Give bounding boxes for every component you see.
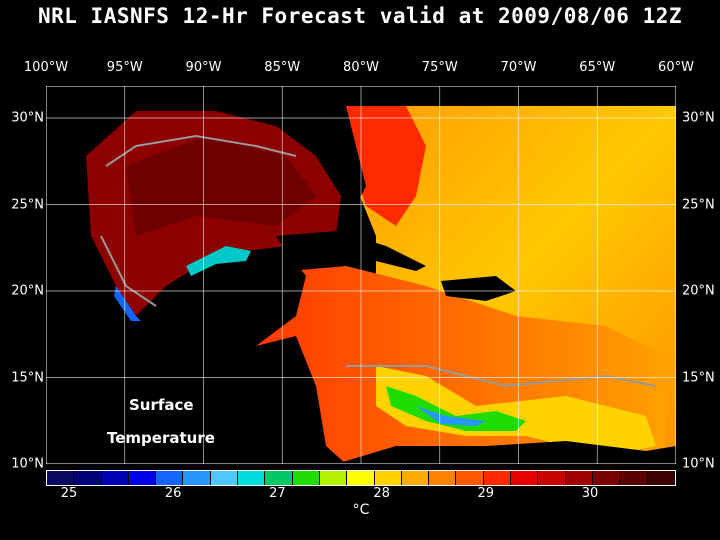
color-bar-swatch [183, 471, 211, 485]
color-bar-swatch [74, 471, 102, 485]
latitude-label-left: 15°N [11, 370, 44, 385]
color-bar-tick: 26 [164, 486, 182, 501]
color-bar-swatch [156, 471, 184, 485]
color-bar-swatch [401, 471, 430, 485]
color-bar [46, 470, 676, 486]
caribbean-upwelling [376, 366, 656, 456]
latitude-label-right: 10°N [682, 456, 715, 472]
longitude-label: 80°W [343, 60, 379, 75]
color-bar-swatch [592, 471, 621, 485]
map-title: NRL IASNFS 12-Hr Forecast valid at 2009/… [37, 4, 682, 28]
longitude-label: 75°W [421, 60, 458, 75]
yucatan-cool-strip [186, 246, 251, 276]
longitude-label: 65°W [579, 60, 616, 75]
gulf-inner [126, 136, 316, 236]
lat-lon-grid [46, 86, 676, 464]
shelf-contour [100, 134, 297, 307]
upwelling-cold [416, 406, 486, 426]
longitude-label: 95°W [106, 60, 143, 75]
color-bar-swatch [429, 471, 457, 485]
latitude-label-left: 25°N [11, 197, 44, 212]
color-bar-swatch [456, 471, 484, 485]
color-bar-tick: 29 [477, 486, 495, 501]
florida [296, 106, 366, 206]
color-bar-swatch [128, 471, 157, 485]
color-bar-swatch [347, 471, 375, 485]
longitude-label: 70°W [500, 60, 537, 75]
central-america [176, 316, 346, 464]
upwelling-core [386, 386, 526, 431]
gulf-stream [346, 106, 426, 226]
color-bar-swatch [620, 471, 648, 485]
color-bar-swatch [374, 471, 402, 485]
map-label-surface: Surface [129, 396, 194, 414]
cuba [276, 231, 426, 271]
caribbean-contour [346, 365, 657, 388]
color-bar-swatch [47, 471, 75, 485]
latitude-label-right: 20°N [682, 283, 715, 299]
longitude-label: 100°W [23, 60, 69, 75]
color-bar-swatch [319, 471, 348, 485]
latitude-label-right: 30°N [682, 110, 715, 126]
latitude-label-left: 20°N [11, 283, 44, 299]
hispaniola [441, 276, 516, 301]
color-bar-swatch [265, 471, 293, 485]
longitude-label: 60°W [658, 60, 694, 75]
longitude-label: 90°W [185, 60, 222, 75]
color-bar-swatch [647, 471, 675, 485]
south-america [336, 441, 676, 464]
color-bar-swatch [483, 471, 512, 485]
color-bar-swatch [565, 471, 593, 485]
color-bar-swatch [210, 471, 239, 485]
color-bar-tick: 28 [373, 486, 390, 501]
mexico-cool-strip [114, 286, 141, 321]
yucatan [216, 251, 306, 356]
color-bar-tick: 30 [581, 486, 599, 501]
color-bar-swatch [511, 471, 539, 485]
latitude-label-right: 15°N [682, 370, 715, 385]
color-bar-units: °C [352, 502, 370, 518]
mexico [46, 326, 196, 464]
map-label-temperature: Temperature [107, 429, 215, 447]
color-bar-swatch [538, 471, 566, 485]
longitude-label: 85°W [264, 60, 301, 75]
color-bar-swatch [238, 471, 266, 485]
latitude-label-right: 25°N [682, 197, 715, 212]
color-bar-swatch [292, 471, 320, 485]
latitude-label-left: 10°N [11, 456, 44, 472]
latitude-label-left: 30°N [11, 110, 44, 126]
color-bar-swatch [101, 471, 129, 485]
color-bar-tick: 25 [60, 486, 78, 501]
color-bar-tick: 27 [269, 486, 286, 501]
sst-map [46, 86, 676, 464]
